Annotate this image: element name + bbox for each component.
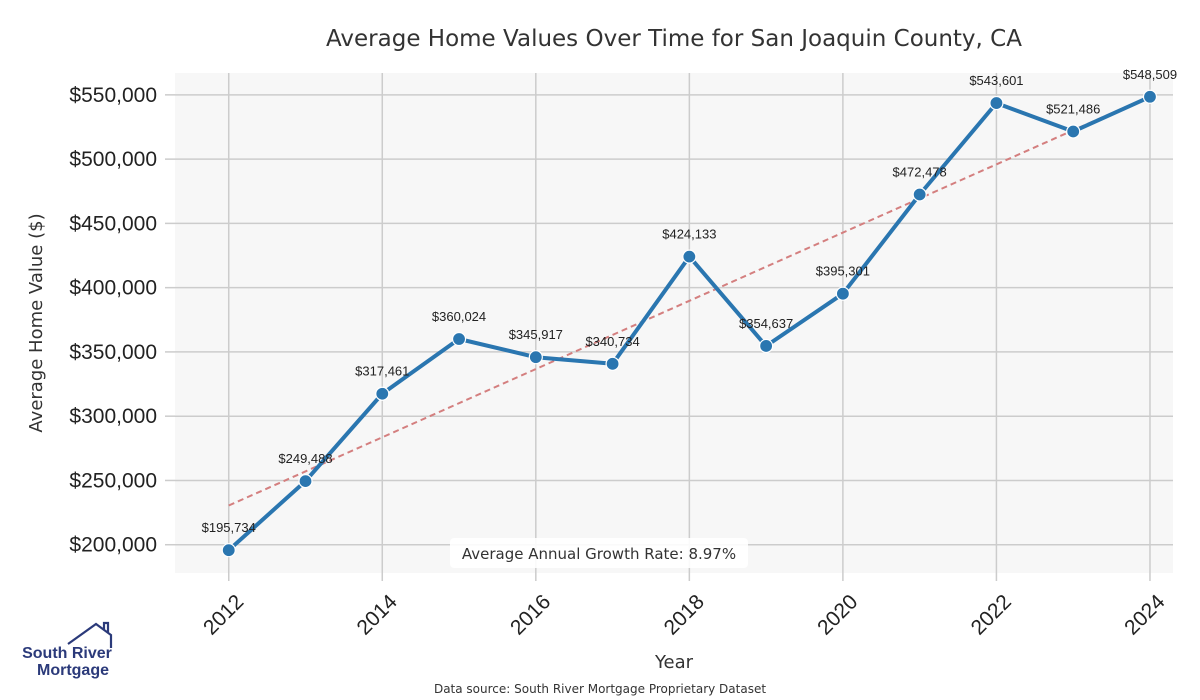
y-tick-label: $400,000 — [69, 277, 157, 300]
data-label: $317,461 — [355, 364, 409, 379]
y-tick-label: $250,000 — [69, 469, 157, 492]
y-tick-label: $200,000 — [69, 534, 157, 557]
data-source-note: Data source: South River Mortgage Propri… — [434, 682, 766, 696]
data-labels: $195,734 $249,488 $317,461 $360,024 $345,917… — [202, 67, 1177, 535]
data-point — [682, 249, 697, 264]
x-tick-label: 2012 — [199, 590, 248, 639]
x-tick-label: 2018 — [660, 590, 709, 639]
data-point — [221, 543, 236, 558]
data-label: $354,637 — [739, 316, 793, 331]
data-point — [528, 350, 543, 365]
data-points — [221, 89, 1158, 558]
data-point — [605, 356, 620, 371]
data-label: $521,486 — [1046, 102, 1100, 117]
growth-annotation-box — [450, 538, 748, 568]
data-label: $395,301 — [816, 264, 870, 279]
data-label: $249,488 — [278, 451, 332, 466]
data-label: $360,024 — [432, 309, 486, 324]
data-point — [759, 338, 774, 354]
data-point — [1142, 89, 1158, 104]
growth-annotation: Average Annual Growth Rate: 8.97% — [450, 538, 748, 568]
y-axis-ticks: $200,000 $250,000 $300,000 $350,000 $400,000… — [69, 84, 175, 557]
logo-line1: South River — [22, 645, 112, 662]
data-label: $424,133 — [662, 227, 716, 242]
data-label: $345,917 — [509, 327, 563, 342]
chart-title: Average Home Values Over Time for San Jo… — [326, 26, 1022, 52]
data-point — [1066, 124, 1081, 139]
x-axis-ticks: 2012 2014 2016 2018 2020 2022 2024 — [199, 573, 1170, 640]
house-icon — [67, 621, 113, 648]
data-point — [298, 474, 313, 489]
data-label: $543,601 — [969, 73, 1023, 88]
x-tick-label: 2020 — [813, 590, 862, 639]
plot-area — [175, 73, 1173, 573]
x-axis-label: Year — [654, 652, 694, 673]
company-logo: South River Mortgage — [22, 621, 113, 679]
x-tick-label: 2014 — [353, 590, 403, 640]
data-point — [989, 95, 1004, 111]
logo-line2: Mortgage — [37, 662, 109, 679]
y-axis-label: Average Home Value ($) — [26, 213, 47, 432]
y-tick-label: $450,000 — [69, 212, 157, 235]
x-tick-label: 2022 — [967, 590, 1016, 639]
data-point — [451, 331, 467, 347]
data-point — [912, 187, 927, 202]
y-tick-label: $550,000 — [69, 84, 157, 107]
data-label: $548,509 — [1123, 67, 1177, 82]
data-point — [835, 286, 850, 301]
data-label: $340,734 — [585, 334, 639, 349]
growth-annotation-text: Average Annual Growth Rate: 8.97% — [462, 545, 736, 563]
x-tick-label: 2016 — [506, 590, 555, 639]
data-label: $472,478 — [893, 164, 947, 179]
data-point — [375, 386, 390, 401]
y-tick-label: $350,000 — [69, 341, 157, 364]
data-label: $195,734 — [202, 520, 256, 535]
y-tick-label: $300,000 — [69, 405, 157, 428]
y-tick-label: $500,000 — [69, 148, 157, 171]
x-tick-label: 2024 — [1120, 590, 1170, 640]
grid-lines — [175, 73, 1173, 573]
trend-line — [228, 95, 1151, 507]
